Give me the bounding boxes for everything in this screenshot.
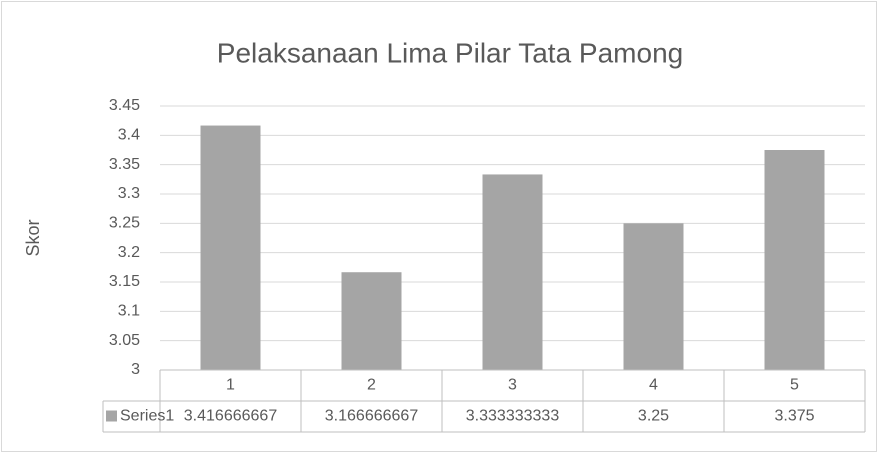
y-tick-label: 3.05: [109, 332, 140, 349]
y-tick-label: 3.45: [109, 97, 140, 114]
y-tick-label: 3.4: [118, 127, 140, 144]
x-tick-label: 4: [649, 377, 658, 394]
bar: [764, 150, 825, 370]
x-tick-label: 1: [226, 377, 235, 394]
bar: [341, 272, 402, 370]
table-value: 3.375: [774, 408, 814, 425]
bar: [482, 174, 543, 370]
y-tick-label: 3.35: [109, 156, 140, 173]
x-tick-label: 2: [367, 377, 376, 394]
y-tick-label: 3.2: [118, 244, 140, 261]
y-tick-label: 3.1: [118, 303, 140, 320]
table-value: 3.166666667: [325, 408, 419, 425]
x-tick-label: 5: [790, 377, 799, 394]
legend-swatch: [106, 410, 117, 422]
chart-title: Pelaksanaan Lima Pilar Tata Pamong: [217, 37, 683, 68]
table-value: 3.416666667: [184, 408, 278, 425]
y-tick-label: 3.25: [109, 215, 140, 232]
y-tick-label: 3.15: [109, 273, 140, 290]
y-tick-label: 3.3: [118, 185, 140, 202]
x-tick-label: 3: [508, 377, 517, 394]
y-axis-label: Skor: [23, 219, 43, 256]
bar: [623, 223, 684, 370]
bar: [200, 125, 261, 370]
y-tick-label: 3: [131, 361, 140, 378]
table-value: 3.25: [638, 408, 669, 425]
legend-label: Series1: [120, 408, 174, 425]
table-value: 3.333333333: [466, 408, 560, 425]
